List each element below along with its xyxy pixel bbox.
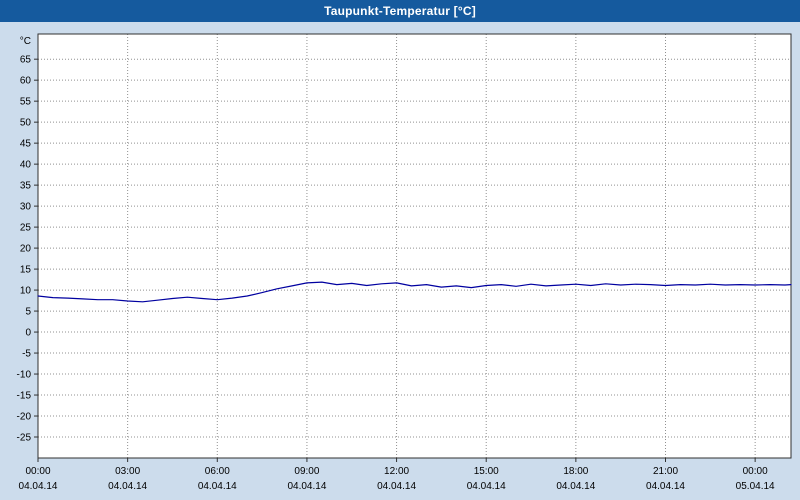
dewpoint-series-line [37, 281, 792, 303]
series [37, 281, 792, 303]
chart-border [37, 33, 792, 459]
svg-text:05.04.14: 05.04.14 [736, 481, 775, 492]
svg-text:35: 35 [20, 181, 32, 192]
svg-text:20: 20 [20, 244, 32, 255]
svg-text:45: 45 [20, 139, 32, 150]
svg-text:5: 5 [25, 307, 31, 318]
svg-text:°C: °C [20, 36, 31, 47]
svg-text:55: 55 [20, 97, 32, 108]
svg-text:60: 60 [20, 76, 32, 87]
svg-text:04.04.14: 04.04.14 [198, 481, 237, 492]
svg-text:04.04.14: 04.04.14 [19, 481, 58, 492]
svg-text:0: 0 [25, 328, 31, 339]
svg-text:15: 15 [20, 265, 32, 276]
svg-text:21:00: 21:00 [653, 466, 678, 477]
svg-text:04.04.14: 04.04.14 [467, 481, 506, 492]
svg-text:50: 50 [20, 118, 32, 129]
svg-text:06:00: 06:00 [205, 466, 230, 477]
svg-text:00:00: 00:00 [743, 466, 768, 477]
svg-text:-15: -15 [17, 391, 32, 402]
svg-text:04.04.14: 04.04.14 [377, 481, 416, 492]
svg-text:10: 10 [20, 286, 32, 297]
svg-text:-5: -5 [22, 349, 31, 360]
axis-ticks [34, 58, 756, 462]
gridlines [38, 34, 791, 458]
svg-text:04.04.14: 04.04.14 [646, 481, 685, 492]
svg-text:04.04.14: 04.04.14 [108, 481, 147, 492]
svg-text:-20: -20 [17, 412, 32, 423]
chart-panel: 65 60 55 50 45 40 35 30 25 20 15 10 5 0 -5 -10 -15 -20 -25… [0, 22, 800, 500]
window-title: Taupunkt-Temperatur [°C] [324, 4, 476, 18]
axis-labels: 65605550454035302520151050-5-10-15-20-25… [17, 36, 775, 492]
svg-text:12:00: 12:00 [384, 466, 409, 477]
svg-text:15:00: 15:00 [474, 466, 499, 477]
svg-text:18:00: 18:00 [563, 466, 588, 477]
svg-text:04.04.14: 04.04.14 [556, 481, 595, 492]
svg-text:65: 65 [20, 55, 32, 66]
svg-text:-25: -25 [17, 433, 32, 444]
window-titlebar: Taupunkt-Temperatur [°C] [0, 0, 800, 22]
svg-text:00:00: 00:00 [25, 466, 50, 477]
svg-text:-10: -10 [17, 370, 32, 381]
svg-text:30: 30 [20, 202, 32, 213]
svg-text:04.04.14: 04.04.14 [287, 481, 326, 492]
svg-text:40: 40 [20, 160, 32, 171]
svg-text:25: 25 [20, 223, 32, 234]
plot-background [38, 34, 791, 458]
svg-text:03:00: 03:00 [115, 466, 140, 477]
dewpoint-temperature-chart: 65605550454035302520151050-5-10-15-20-25… [17, 33, 792, 492]
svg-text:09:00: 09:00 [294, 466, 319, 477]
